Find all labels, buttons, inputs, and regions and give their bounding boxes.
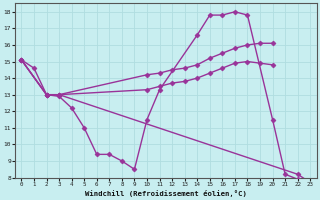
X-axis label: Windchill (Refroidissement éolien,°C): Windchill (Refroidissement éolien,°C): [85, 190, 247, 197]
